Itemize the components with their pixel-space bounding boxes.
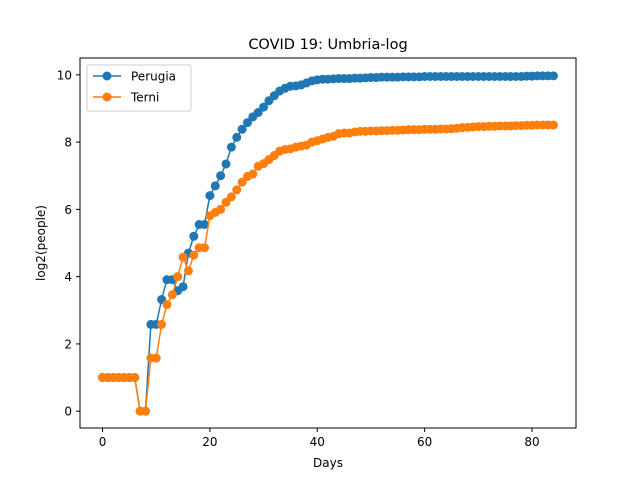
x-axis-ticks: 0 20 40 60 80 — [99, 428, 540, 449]
data-point-terni — [189, 250, 199, 260]
y-tick-label: 10 — [57, 68, 72, 82]
data-point-perugia — [226, 142, 236, 152]
y-axis-label: log2(people) — [34, 205, 48, 281]
data-point-terni — [140, 406, 150, 416]
legend-label-perugia: Perugia — [131, 70, 176, 84]
legend-marker-terni — [102, 92, 112, 102]
data-point-perugia — [259, 102, 269, 112]
data-point-terni — [162, 300, 172, 310]
x-tick-label: 20 — [202, 435, 217, 449]
data-point-terni — [157, 319, 167, 329]
data-point-terni — [226, 192, 236, 202]
legend-marker-perugia — [102, 71, 112, 81]
x-tick-label: 60 — [417, 435, 432, 449]
data-point-terni — [248, 169, 258, 179]
data-point-perugia — [200, 220, 210, 229]
y-tick-label: 6 — [64, 203, 72, 217]
data-point-perugia — [205, 191, 215, 201]
data-point-perugia — [189, 231, 199, 241]
data-point-perugia — [216, 171, 226, 181]
data-point-perugia — [242, 118, 252, 128]
y-tick-label: 2 — [64, 337, 72, 351]
x-tick-label: 80 — [524, 435, 539, 449]
x-axis-label: Days — [313, 456, 343, 470]
legend: Perugia Terni — [86, 64, 192, 112]
x-tick-label: 0 — [99, 435, 107, 449]
plot-area — [98, 71, 558, 416]
data-point-terni — [130, 373, 140, 383]
data-point-terni — [216, 204, 226, 214]
data-point-terni — [173, 272, 183, 282]
data-point-terni — [232, 185, 242, 195]
y-tick-label: 0 — [64, 405, 72, 419]
chart-title: COVID 19: Umbria-log — [248, 37, 407, 53]
data-point-terni — [237, 177, 247, 187]
data-point-perugia — [210, 181, 220, 191]
data-point-terni — [151, 353, 161, 363]
legend-label-terni: Terni — [130, 91, 159, 105]
data-point-perugia — [232, 132, 242, 142]
y-tick-label: 4 — [64, 270, 72, 284]
data-point-terni — [548, 120, 558, 130]
data-point-perugia — [221, 159, 231, 169]
data-point-perugia — [178, 282, 188, 292]
data-point-terni — [178, 252, 188, 262]
data-point-terni — [167, 290, 177, 300]
y-tick-label: 8 — [64, 136, 72, 150]
data-point-terni — [200, 243, 210, 253]
x-tick-label: 40 — [310, 435, 325, 449]
series-line-terni — [102, 124, 554, 412]
y-axis-ticks: 0 2 4 6 8 10 — [57, 68, 80, 419]
plot-frame — [79, 57, 577, 429]
data-point-terni — [183, 266, 193, 276]
data-point-perugia — [548, 71, 558, 81]
series-terni — [98, 120, 558, 416]
data-point-perugia — [237, 124, 247, 134]
